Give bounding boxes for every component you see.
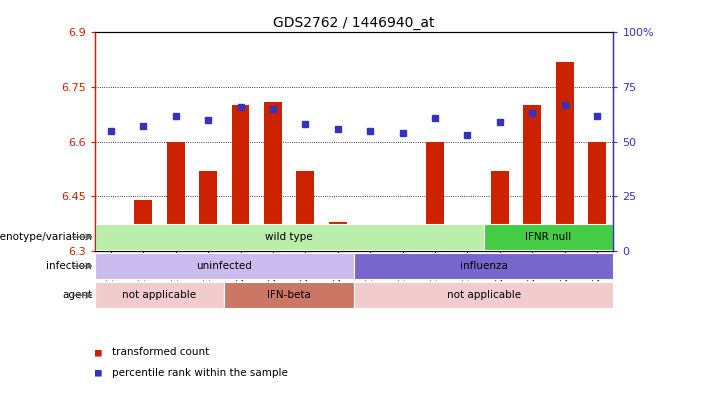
FancyBboxPatch shape <box>95 224 484 250</box>
Bar <box>264 102 282 251</box>
Bar <box>588 142 606 251</box>
Bar <box>199 171 217 251</box>
Bar <box>167 142 184 251</box>
Bar <box>426 142 444 251</box>
FancyBboxPatch shape <box>354 253 613 279</box>
Bar <box>458 240 477 251</box>
Text: not applicable: not applicable <box>447 290 521 300</box>
Title: GDS2762 / 1446940_at: GDS2762 / 1446940_at <box>273 16 435 30</box>
Bar <box>329 222 347 251</box>
Text: percentile rank within the sample: percentile rank within the sample <box>112 368 288 377</box>
FancyBboxPatch shape <box>95 282 224 308</box>
Text: ■: ■ <box>95 368 102 377</box>
Bar <box>556 62 573 251</box>
Text: ■: ■ <box>95 347 102 357</box>
Text: agent: agent <box>62 290 92 300</box>
Text: transformed count: transformed count <box>112 347 210 357</box>
Text: IFN-beta: IFN-beta <box>267 290 311 300</box>
Bar <box>102 237 120 251</box>
FancyBboxPatch shape <box>484 224 613 250</box>
Text: genotype/variation: genotype/variation <box>0 232 92 242</box>
FancyBboxPatch shape <box>95 253 354 279</box>
Bar <box>394 247 411 251</box>
Bar <box>135 200 152 251</box>
Text: wild type: wild type <box>266 232 313 242</box>
Text: influenza: influenza <box>460 261 508 271</box>
Bar <box>524 105 541 251</box>
Text: not applicable: not applicable <box>123 290 196 300</box>
Bar <box>491 171 509 251</box>
Text: uninfected: uninfected <box>196 261 252 271</box>
Bar <box>361 244 379 251</box>
Text: IFNR null: IFNR null <box>526 232 571 242</box>
Bar <box>231 105 250 251</box>
FancyBboxPatch shape <box>224 282 354 308</box>
Bar <box>297 171 314 251</box>
FancyBboxPatch shape <box>354 282 613 308</box>
Text: infection: infection <box>46 261 92 271</box>
